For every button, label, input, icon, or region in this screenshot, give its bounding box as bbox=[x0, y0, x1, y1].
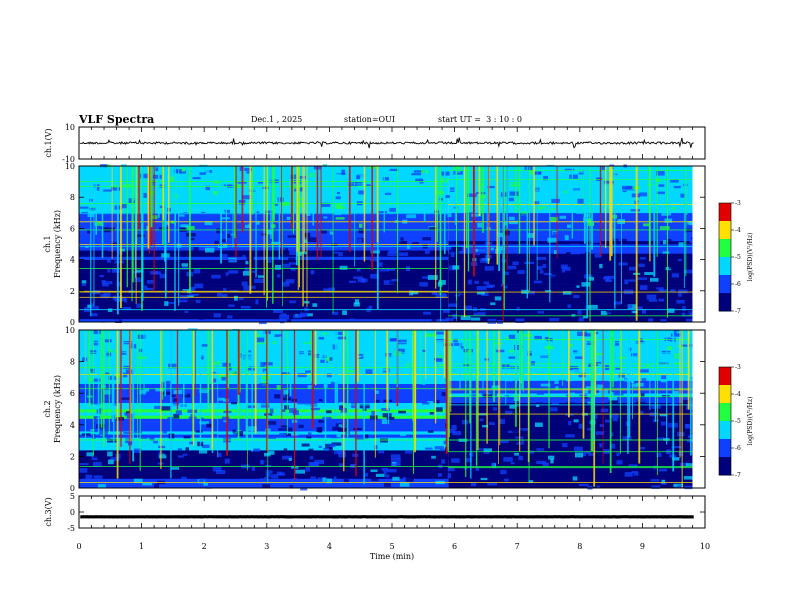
y-axis-label: ch.1(V) bbox=[44, 128, 53, 157]
colorbar-segment bbox=[719, 221, 731, 240]
colorbar-tick-label: -3 bbox=[735, 364, 741, 371]
spectrogram-image bbox=[79, 328, 705, 491]
colorbar-segment bbox=[719, 275, 731, 294]
x-tick-label: 1 bbox=[139, 542, 144, 551]
x-tick-label: 10 bbox=[700, 542, 710, 551]
x-tick-label: 8 bbox=[577, 542, 582, 551]
ch2-spectrogram-panel: 0 2 4 6 8 10 ch.2Frequency (kHz) bbox=[43, 326, 706, 493]
colorbar-segment bbox=[719, 239, 731, 258]
ch2-colorbar: -3 -4 -5 -6 -7 log(PSD)(V²/Hz) bbox=[718, 364, 754, 479]
y-tick-label: -5 bbox=[67, 524, 75, 533]
y-axis-label: ch.1Frequency (kHz) bbox=[43, 210, 62, 278]
x-axis-label: Time (min) bbox=[370, 552, 414, 561]
colorbar-segment bbox=[719, 421, 731, 440]
x-tick-label: 9 bbox=[640, 542, 645, 551]
y-tick-label: 4 bbox=[70, 256, 75, 265]
y-tick-label: 2 bbox=[70, 452, 75, 461]
header-start-time: start UT = 3 : 10 : 0 bbox=[438, 115, 522, 124]
x-tick-label: 2 bbox=[202, 542, 207, 551]
ch1-colorbar: -3 -4 -5 -6 -7 log(PSD)(V²/Hz) bbox=[718, 200, 754, 315]
header-station: station=OUI bbox=[344, 115, 395, 124]
colorbar-segment bbox=[719, 403, 731, 422]
y-tick-label: 0 bbox=[70, 318, 75, 327]
colorbar-tick-label: -7 bbox=[735, 308, 741, 315]
y-tick-label: 0 bbox=[70, 484, 75, 493]
colorbar-label: log(PSD)(V²/Hz) bbox=[747, 233, 754, 282]
y-tick-label: 0 bbox=[70, 508, 75, 517]
colorbar-segment bbox=[719, 257, 731, 276]
ch1-spectrogram-panel: 0 2 4 6 8 10 ch.1Frequency (kHz) bbox=[43, 162, 706, 327]
colorbar-segment bbox=[719, 367, 731, 386]
y-tick-label: 10 bbox=[65, 326, 75, 335]
y-tick-label: 10 bbox=[65, 162, 75, 171]
waveform-trace bbox=[79, 137, 694, 149]
ch3-waveform-panel: 5 0 -5 ch.3(V) bbox=[44, 492, 706, 533]
colorbar-tick-label: -4 bbox=[735, 391, 741, 398]
colorbar-tick-label: -7 bbox=[735, 472, 741, 479]
y-tick-label: 6 bbox=[70, 389, 75, 398]
colorbar-tick-label: -6 bbox=[735, 281, 741, 288]
y-tick-label: 2 bbox=[70, 287, 75, 296]
x-tick-label: 5 bbox=[389, 542, 394, 551]
colorbar-segment bbox=[719, 203, 731, 222]
colorbar-tick-label: -4 bbox=[735, 227, 741, 234]
colorbar-tick-label: -5 bbox=[735, 254, 741, 261]
colorbar-tick-label: -3 bbox=[735, 200, 741, 207]
y-tick-label: 4 bbox=[70, 421, 75, 430]
colorbar-segment bbox=[719, 293, 731, 312]
time-axis: 0 1 2 3 4 5 6 7 8 9 10 Time (min) bbox=[76, 542, 710, 561]
y-axis-label: ch.3(V) bbox=[44, 497, 53, 526]
x-tick-label: 0 bbox=[76, 542, 81, 551]
colorbar-segment bbox=[719, 385, 731, 404]
y-tick-label: 8 bbox=[70, 193, 75, 202]
y-tick-label: 6 bbox=[70, 224, 75, 233]
y-tick-label: 10 bbox=[65, 123, 75, 132]
x-tick-label: 6 bbox=[452, 542, 457, 551]
x-tick-label: 7 bbox=[515, 542, 520, 551]
y-tick-label: -10 bbox=[62, 155, 75, 164]
figure-title: VLF Spectra bbox=[78, 113, 154, 126]
colorbar-tick-label: -6 bbox=[735, 445, 741, 452]
colorbar-segment bbox=[719, 439, 731, 458]
x-tick-label: 3 bbox=[264, 542, 269, 551]
colorbar-tick-label: -5 bbox=[735, 418, 741, 425]
colorbar-segment bbox=[719, 457, 731, 476]
y-axis-label: ch.2Frequency (kHz) bbox=[43, 375, 62, 443]
colorbar-label: log(PSD)(V²/Hz) bbox=[747, 397, 754, 446]
x-tick-label: 4 bbox=[327, 542, 332, 551]
ch1-waveform-panel: 10 -10 ch.1(V) bbox=[44, 123, 706, 164]
y-tick-label: 8 bbox=[70, 358, 75, 367]
header-date: Dec.1 , 2025 bbox=[251, 115, 302, 124]
spectrogram-image bbox=[79, 164, 705, 325]
y-tick-label: 5 bbox=[70, 492, 75, 501]
